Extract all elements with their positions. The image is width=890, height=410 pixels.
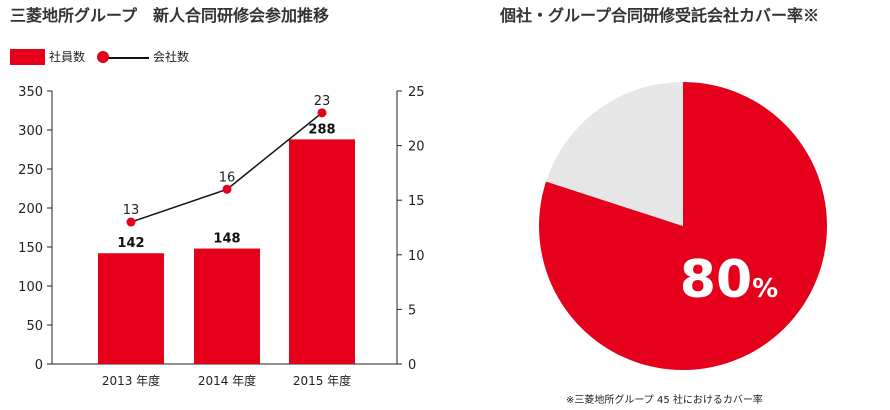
bar-data-label: 148 — [213, 232, 240, 247]
right-tick-label: 20 — [408, 140, 425, 155]
pie-chart-title: 個社・グループ合同研修受託会社カバー率※ — [500, 6, 820, 25]
legend-line-swatch — [97, 49, 150, 65]
x-tick-label: 2013 年度 — [102, 373, 160, 388]
right-tick-label: 5 — [408, 303, 416, 318]
pie-slice — [539, 82, 828, 370]
chart-legend: 社員数 会社数 — [10, 48, 189, 65]
left-tick-label: 350 — [18, 85, 43, 100]
left-tick-label: 250 — [18, 163, 43, 178]
right-tick-label: 10 — [408, 249, 425, 264]
legend-bar-label: 社員数 — [49, 50, 86, 64]
bar — [289, 139, 355, 364]
x-tick-label: 2015 年度 — [293, 373, 351, 388]
pie-center-unit: % — [752, 274, 778, 304]
bar-data-label: 288 — [308, 122, 335, 137]
pie-center-label: 80% — [680, 250, 778, 310]
pie-center-value: 80 — [680, 250, 752, 310]
pie-slice — [546, 82, 683, 226]
line-data-label: 23 — [314, 94, 331, 109]
legend-line-label: 会社数 — [153, 50, 190, 64]
line-data-label: 16 — [219, 170, 236, 185]
right-tick-label: 15 — [408, 194, 425, 209]
legend-bar-swatch — [10, 48, 45, 65]
right-tick-label: 25 — [408, 85, 425, 100]
line-data-label: 13 — [123, 203, 140, 218]
bar-data-label: 142 — [117, 236, 144, 251]
left-tick-label: 300 — [18, 124, 43, 139]
bar-line-chart: 0 50 100 150 200 250 300 350 0 5 10 15 20 25 142 2013 年… — [18, 85, 425, 388]
left-tick-label: 0 — [35, 358, 43, 373]
footnote: ※三菱地所グループ 45 社におけるカバー率 — [566, 395, 763, 406]
line-point — [126, 217, 136, 227]
bar — [194, 248, 260, 364]
right-tick-label: 0 — [408, 358, 416, 373]
left-tick-label: 200 — [18, 202, 43, 217]
left-tick-label: 150 — [18, 241, 43, 256]
line-point — [317, 108, 327, 118]
line-point — [222, 184, 232, 194]
left-tick-label: 50 — [26, 319, 43, 334]
x-tick-label: 2014 年度 — [198, 373, 256, 388]
left-tick-label: 100 — [18, 280, 43, 295]
bar — [98, 253, 164, 364]
bar-chart-title: 三菱地所グループ 新人合同研修会参加推移 — [10, 6, 330, 25]
